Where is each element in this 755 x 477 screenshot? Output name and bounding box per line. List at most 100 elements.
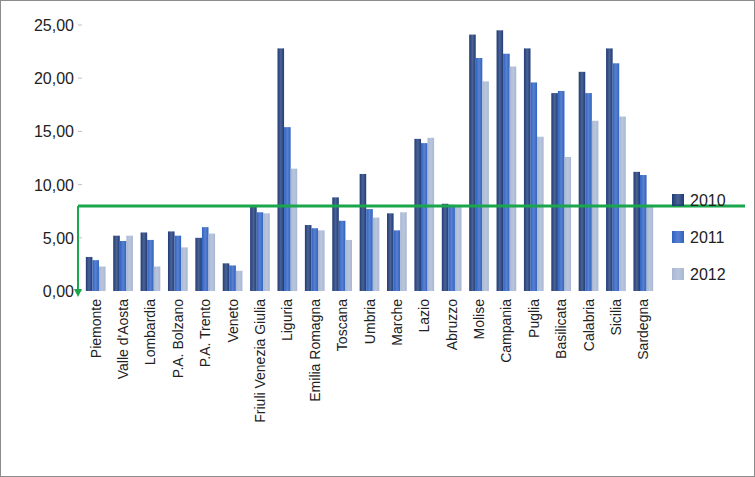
bar bbox=[558, 91, 565, 291]
bar bbox=[414, 139, 421, 291]
bar bbox=[400, 212, 407, 291]
bar bbox=[497, 30, 504, 291]
x-tick-label: Lazio bbox=[416, 299, 432, 333]
legend-label: 2011 bbox=[690, 229, 725, 246]
x-tick-label: Marche bbox=[389, 299, 405, 346]
bar bbox=[469, 35, 476, 291]
bar bbox=[284, 127, 291, 291]
y-tick bbox=[78, 131, 82, 132]
bar bbox=[606, 48, 613, 291]
bar bbox=[476, 58, 483, 291]
bar bbox=[195, 238, 202, 291]
bar bbox=[531, 82, 538, 291]
bar bbox=[510, 66, 517, 291]
y-tick-label: 0,00 bbox=[43, 283, 74, 300]
reference-line bbox=[78, 204, 745, 207]
bar bbox=[613, 63, 620, 291]
bar bbox=[250, 207, 257, 291]
bar bbox=[99, 267, 106, 291]
x-tick-label: Veneto bbox=[225, 299, 241, 343]
bar bbox=[305, 225, 312, 291]
bar bbox=[421, 143, 428, 291]
x-tick-label: Basilicata bbox=[553, 299, 569, 359]
bar bbox=[278, 48, 285, 291]
x-tick-label: Friuli Venezia Giulia bbox=[252, 299, 268, 423]
bar bbox=[154, 267, 161, 291]
x-tick-label: P.A. Bolzano bbox=[170, 299, 186, 378]
legend-label: 2010 bbox=[690, 192, 726, 209]
bar bbox=[339, 221, 346, 291]
x-tick-label: Emilia Romagna bbox=[307, 299, 323, 402]
x-tick-label: Sicilia bbox=[608, 299, 624, 336]
bar bbox=[394, 230, 401, 291]
bar bbox=[482, 81, 489, 291]
x-tick-label: Piemonte bbox=[88, 299, 104, 358]
x-tick-label: Campania bbox=[498, 299, 514, 363]
legend-swatch bbox=[672, 231, 684, 243]
bar bbox=[633, 172, 640, 291]
bar bbox=[92, 260, 99, 291]
bar bbox=[373, 218, 380, 291]
frame bbox=[1, 1, 755, 477]
x-tick-label: Calabria bbox=[581, 299, 597, 351]
bar bbox=[318, 230, 325, 291]
y-tick-label: 5,00 bbox=[43, 230, 74, 247]
y-tick bbox=[78, 25, 82, 26]
bar bbox=[640, 175, 647, 291]
x-tick-label: Sardegna bbox=[635, 299, 651, 360]
bar bbox=[202, 227, 209, 291]
y-tick bbox=[78, 184, 82, 185]
x-tick-label: Toscana bbox=[334, 299, 350, 351]
y-tick-label: 15,00 bbox=[34, 123, 74, 140]
bar bbox=[229, 265, 236, 291]
bar bbox=[175, 236, 182, 291]
reference-arrow bbox=[74, 289, 82, 297]
bar bbox=[345, 240, 352, 291]
bar bbox=[551, 93, 558, 291]
bar bbox=[86, 257, 93, 291]
bar bbox=[564, 157, 571, 291]
bar bbox=[168, 231, 175, 291]
bar bbox=[537, 137, 544, 291]
bar bbox=[579, 72, 586, 291]
bar bbox=[181, 247, 188, 291]
bar bbox=[503, 54, 510, 291]
reference-drop bbox=[77, 206, 79, 295]
x-tick-label: Umbria bbox=[362, 299, 378, 344]
legend-swatch bbox=[672, 194, 684, 206]
bar bbox=[619, 117, 626, 291]
bar bbox=[263, 213, 270, 291]
bar bbox=[311, 228, 318, 291]
bar bbox=[647, 207, 654, 291]
bar bbox=[442, 204, 449, 291]
bar bbox=[147, 240, 154, 291]
y-tick-label: 10,00 bbox=[34, 177, 74, 194]
bar bbox=[585, 93, 592, 291]
bar bbox=[332, 197, 339, 291]
bar bbox=[366, 209, 373, 291]
bar bbox=[209, 234, 216, 291]
x-tick-label: Lombardia bbox=[142, 299, 158, 365]
legend-label: 2012 bbox=[690, 266, 726, 283]
bars bbox=[86, 30, 653, 291]
bar bbox=[113, 236, 120, 291]
bar bbox=[236, 271, 243, 291]
bar bbox=[360, 174, 367, 291]
x-tick-label: Abruzzo bbox=[444, 299, 460, 351]
legend-swatch bbox=[672, 268, 684, 280]
x-tick-label: Puglia bbox=[526, 299, 542, 338]
bar bbox=[141, 232, 148, 291]
x-tick-label: Liguria bbox=[279, 299, 295, 341]
y-tick bbox=[78, 78, 82, 79]
bar bbox=[291, 169, 298, 291]
bar bbox=[223, 263, 230, 291]
x-tick-label: P.A. Trento bbox=[197, 299, 213, 367]
bar bbox=[387, 213, 394, 291]
bar bbox=[455, 206, 462, 291]
bar bbox=[428, 138, 435, 291]
x-tick-label: Valle d'Aosta bbox=[115, 299, 131, 379]
bar bbox=[126, 236, 133, 291]
bar bbox=[448, 205, 455, 291]
x-tick-label: Molise bbox=[471, 299, 487, 340]
y-tick-label: 20,00 bbox=[34, 70, 74, 87]
